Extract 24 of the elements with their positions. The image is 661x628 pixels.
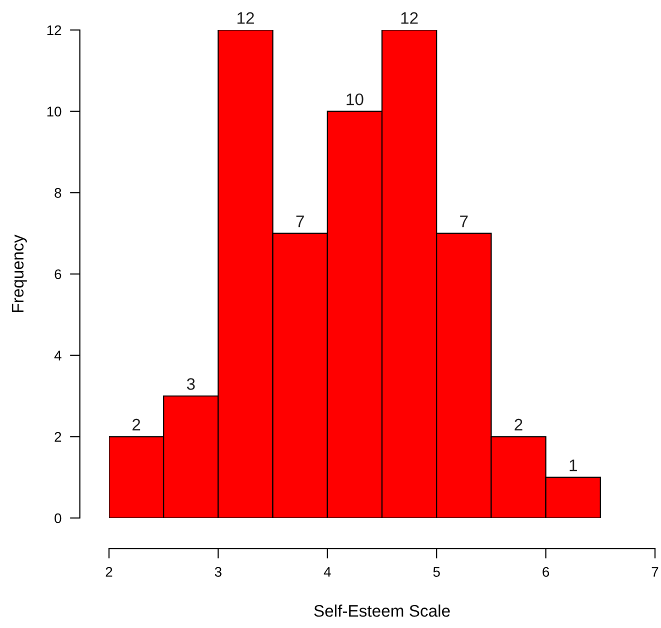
x-tick-label: 2: [106, 566, 112, 577]
x-tick-label: 6: [542, 566, 550, 577]
y-tick-label: 4: [54, 350, 62, 360]
y-tick-label: 8: [54, 188, 62, 198]
y-tick-label: 6: [54, 269, 62, 280]
x-tick-label: 7: [652, 567, 658, 577]
data-label: 7: [460, 216, 468, 228]
data-label: 2: [132, 418, 140, 430]
data-label: 2: [514, 418, 522, 430]
y-axis-title: Frequency: [12, 234, 27, 312]
data-label: 3: [186, 378, 195, 390]
data-label: 10: [346, 93, 364, 106]
data-label: 7: [296, 216, 304, 228]
y-tick-label: 12: [47, 25, 62, 36]
x-axis-title: Self-Esteem Scale: [314, 604, 450, 617]
x-tick-label: 5: [433, 567, 440, 577]
data-label: 12: [401, 12, 418, 24]
y-tick-label: 2: [54, 432, 62, 442]
x-tick-label: 4: [324, 567, 331, 577]
y-tick-label: 10: [47, 106, 62, 117]
y-tick-label: 0: [54, 513, 62, 524]
x-tick-label: 3: [214, 566, 222, 577]
data-label: 12: [238, 12, 254, 24]
data-label: 1: [570, 460, 577, 472]
